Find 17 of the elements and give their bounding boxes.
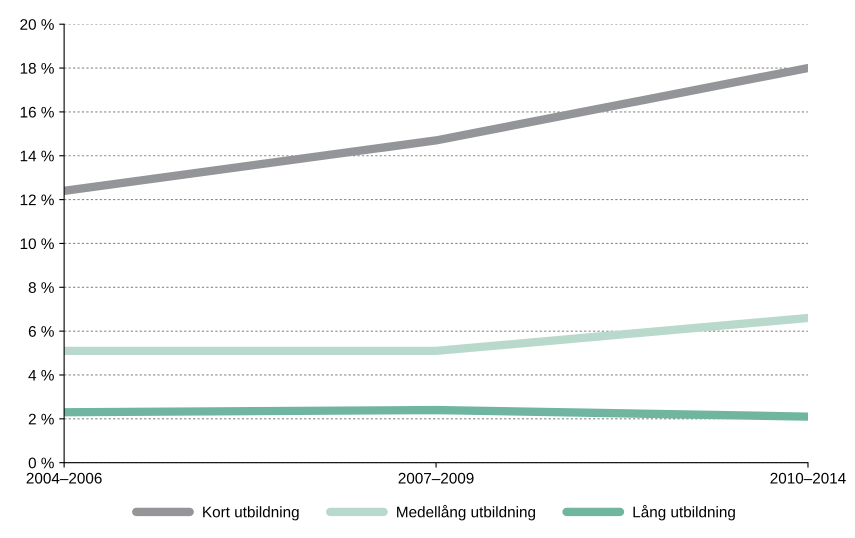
- y-tick-label: 0 %: [28, 458, 54, 468]
- y-tick-label: 2 %: [28, 414, 54, 424]
- x-tick-label: 2010–2014: [770, 472, 846, 484]
- legend-label: Medellång utbildning: [397, 504, 536, 520]
- y-tick-label: 10 %: [20, 238, 54, 250]
- y-tick-label: 12 %: [20, 194, 54, 206]
- y-tick-label: 8 %: [28, 282, 54, 293]
- y-tick-label: 14 %: [20, 150, 54, 162]
- y-tick-label: 18 %: [20, 62, 54, 74]
- y-tick-label: 16 %: [20, 106, 54, 118]
- legend-label: Kort utbildning: [203, 506, 299, 520]
- x-tick-label: 2004–2006: [26, 472, 102, 484]
- y-tick-label: 6 %: [28, 326, 54, 337]
- legend-label: Lång utbildning: [633, 504, 735, 520]
- x-tick-label: 2007–2009: [398, 472, 474, 484]
- y-tick-label: 20 %: [20, 19, 54, 30]
- y-tick-label: 4 %: [28, 370, 54, 381]
